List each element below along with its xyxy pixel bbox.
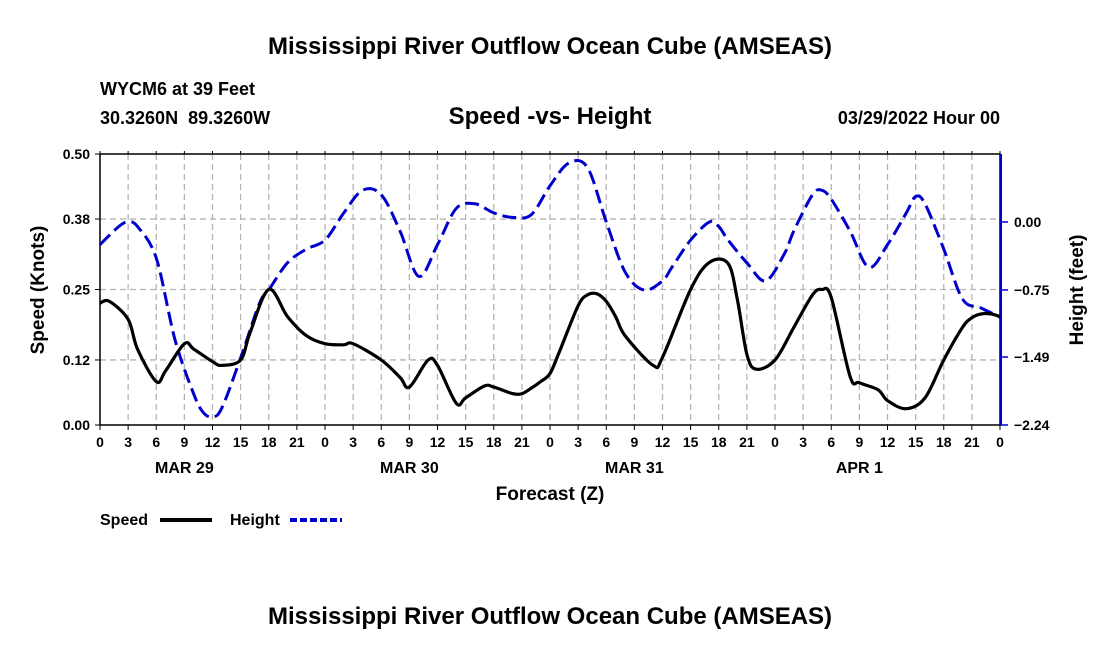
chart-main-title-repeat: Mississippi River Outflow Ocean Cube (AM…: [268, 603, 832, 630]
x-tick-label: 12: [205, 434, 221, 450]
x-tick-label: 12: [430, 434, 446, 450]
x-tick-label: 18: [711, 434, 727, 450]
x-tick-label: 0: [96, 434, 104, 450]
chart-subtitle: Speed -vs- Height: [449, 103, 652, 130]
x-tick-label: 18: [261, 434, 277, 450]
legend-label-speed: Speed: [100, 512, 148, 529]
y-left-tick-label: 0.38: [63, 211, 90, 227]
chart-main-title: Mississippi River Outflow Ocean Cube (AM…: [268, 33, 832, 60]
y-axis-label-left: Speed (Knots): [28, 226, 49, 355]
x-tick-label: 21: [964, 434, 980, 450]
y-right-tick-label: −2.24: [1014, 417, 1050, 433]
x-tick-label: 0: [771, 434, 779, 450]
x-tick-label: 3: [574, 434, 582, 450]
x-tick-label: 0: [996, 434, 1004, 450]
date-label: MAR 30: [380, 460, 439, 477]
axis-ticks: 0 3 6 9 12 15 18 21 0 3 6 9 12 15 18 21 0 3 6 9 12 15 18 21 0 3 6 9…: [63, 146, 1050, 477]
coordinates-label: 30.3260N 89.3260W: [100, 108, 270, 128]
y-right-tick-label: −0.75: [1014, 282, 1050, 298]
station-label: WYCM6 at 39 Feet: [100, 79, 255, 99]
legend-label-height: Height: [230, 512, 280, 529]
x-tick-label: 9: [630, 434, 638, 450]
y-left-tick-label: 0.25: [63, 282, 90, 298]
y-left-tick-label: 0.50: [63, 146, 90, 162]
series: [98, 159, 1001, 419]
x-tick-label: 0: [546, 434, 554, 450]
x-tick-label: 15: [908, 434, 924, 450]
y-right-tick-label: 0.00: [1014, 214, 1041, 230]
y-right-tick-label: −1.49: [1014, 349, 1050, 365]
series-line-height: [98, 159, 1001, 419]
x-tick-label: 18: [936, 434, 952, 450]
x-tick-label: 15: [233, 434, 249, 450]
date-label: MAR 29: [155, 460, 214, 477]
date-label: APR 1: [836, 460, 883, 477]
x-tick-label: 21: [289, 434, 305, 450]
x-tick-label: 18: [486, 434, 502, 450]
run-time-label: 03/29/2022 Hour 00: [838, 108, 1000, 128]
x-tick-label: 21: [514, 434, 530, 450]
x-tick-label: 3: [124, 434, 132, 450]
x-tick-label: 6: [827, 434, 835, 450]
x-tick-label: 6: [377, 434, 385, 450]
x-tick-label: 15: [458, 434, 474, 450]
x-axis-label: Forecast (Z): [496, 484, 605, 505]
x-tick-label: 9: [855, 434, 863, 450]
y-axis-label-right: Height (feet): [1067, 235, 1088, 346]
date-label: MAR 31: [605, 460, 664, 477]
x-tick-label: 21: [739, 434, 755, 450]
x-tick-label: 12: [655, 434, 671, 450]
x-tick-label: 15: [683, 434, 699, 450]
x-tick-label: 3: [349, 434, 357, 450]
x-tick-label: 6: [602, 434, 610, 450]
y-left-tick-label: 0.12: [63, 352, 90, 368]
legend: Speed Height: [100, 512, 342, 529]
x-tick-label: 0: [321, 434, 329, 450]
x-tick-label: 3: [799, 434, 807, 450]
series-line-speed: [99, 257, 1001, 411]
x-tick-label: 9: [180, 434, 188, 450]
y-left-tick-label: 0.00: [63, 417, 90, 433]
x-tick-label: 6: [152, 434, 160, 450]
grid: [100, 154, 1000, 425]
x-tick-label: 9: [405, 434, 413, 450]
x-tick-label: 12: [880, 434, 896, 450]
